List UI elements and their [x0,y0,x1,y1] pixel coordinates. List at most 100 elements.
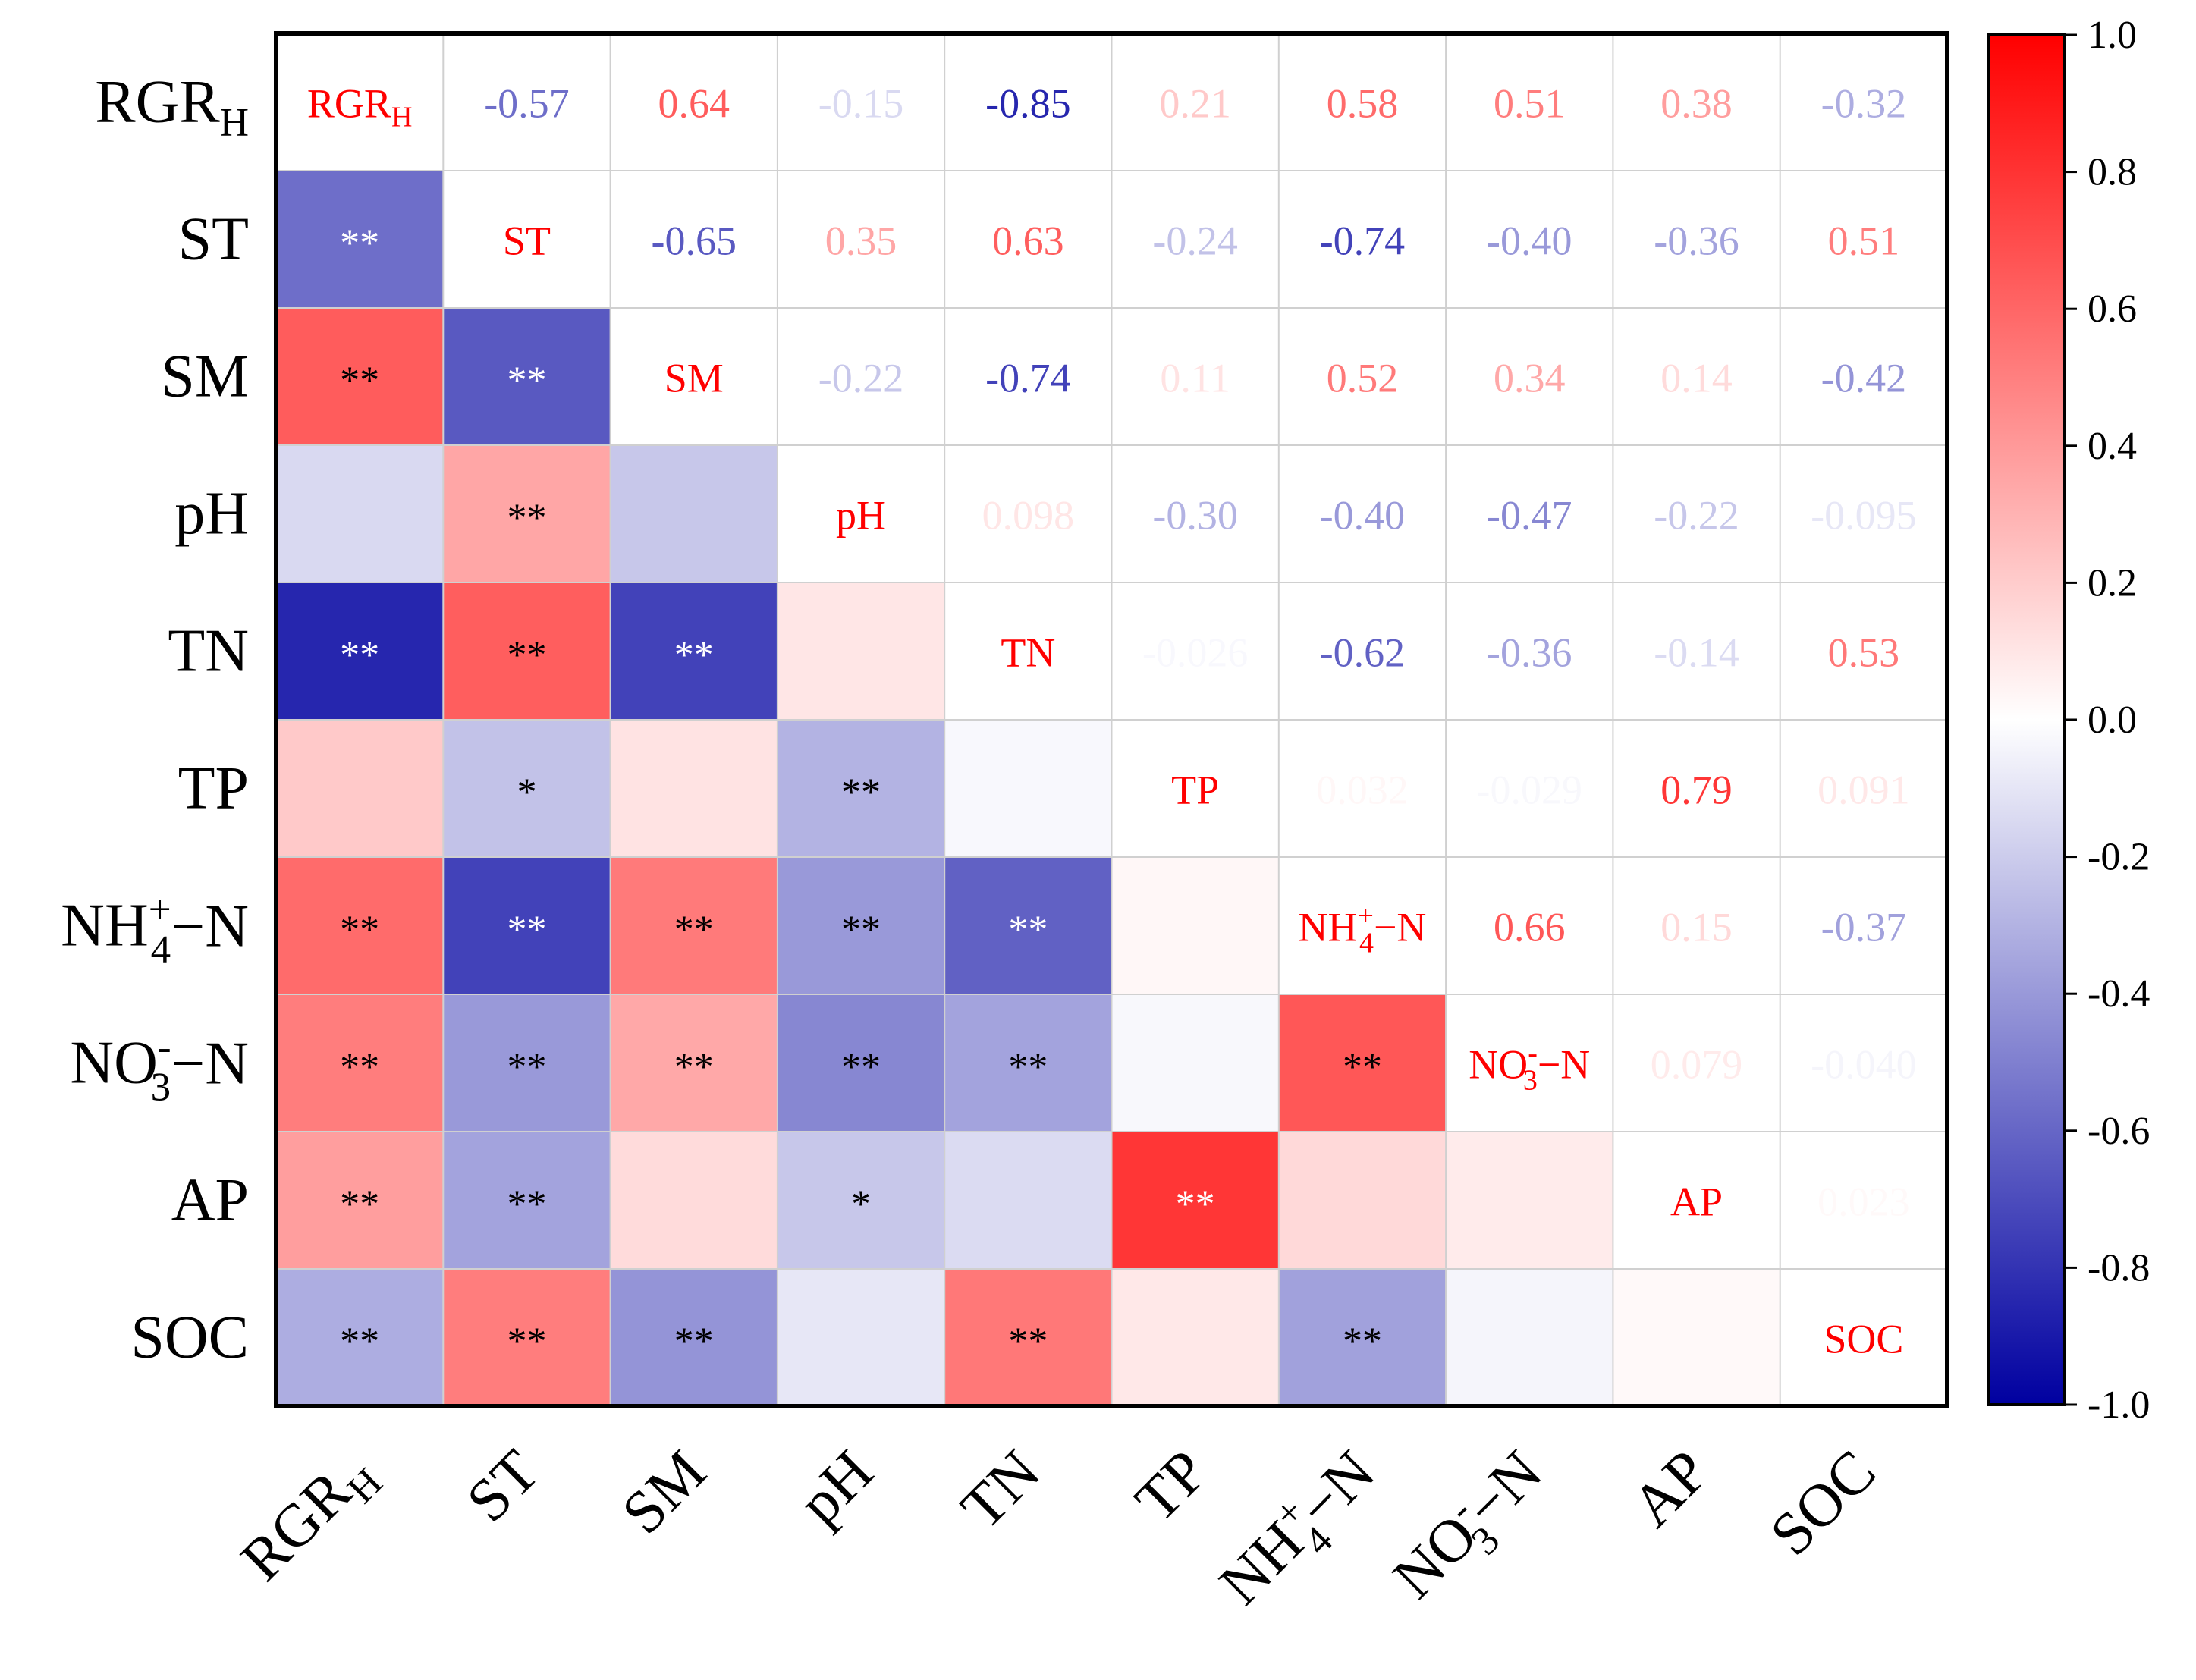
correlation-value: -0.37 [1821,905,1906,950]
correlation-value: 0.52 [1327,356,1399,401]
heatmap-cell-r0-c1 [443,33,611,171]
column-label: TN [948,1438,1053,1543]
correlation-value: 0.51 [1494,81,1566,127]
heatmap-cell-r8-c5 [1111,1132,1280,1270]
heatmap-cell-r9-c6 [1278,1269,1447,1407]
row-label: SOC [130,1305,249,1371]
heatmap-cell-r8-c7 [1446,1132,1613,1270]
colorbar: 1.0 0.8 0.6 0.4 0.2 0.0 -0.2 -0.4 -0.6 -0.8 -1.0 [1987,14,2150,1427]
diagonal-label: NO-3−N [1469,1038,1590,1097]
heatmap-cell-r6-c0 [276,857,444,995]
colorbar-tick-label: 0.2 [2088,561,2137,604]
significance-mark: ** [340,1320,379,1364]
row-label: TP [178,755,249,822]
correlation-value: -0.15 [818,81,903,127]
heatmap-cell-r6-c9 [1780,857,1948,995]
row-label: NO-3−N [70,1025,249,1110]
heatmap-cell-r9-c8 [1613,1269,1781,1407]
heatmap-cell-r9-c4 [944,1269,1113,1407]
colorbar-ticks: 1.0 0.8 0.6 0.4 0.2 0.0 -0.2 -0.4 -0.6 -0.8 -1.0 [2065,14,2150,1427]
column-label: NO-3−N [1378,1434,1563,1620]
colorbar-tick-label: 0.0 [2088,699,2137,742]
diagonal-label: TP [1171,768,1219,813]
heatmap-cell-r8-c8 [1613,1132,1781,1270]
significance-mark: ** [340,909,379,952]
significance-mark: ** [674,634,714,677]
heatmap-cell-r5-c5 [1111,720,1280,858]
correlation-value: 0.53 [1828,630,1900,676]
heatmap-cell-r5-c6 [1278,720,1447,858]
heatmap-cell-r6-c3 [777,857,945,995]
correlation-value: -0.026 [1142,630,1248,676]
correlation-value: -0.74 [1320,218,1405,264]
correlation-value: -0.22 [1654,493,1739,539]
heatmap-cell-r8-c3 [777,1132,945,1270]
heatmap-cell-r2-c9 [1780,308,1948,446]
correlation-value: -0.65 [652,218,737,264]
heatmap-cell-r6-c7 [1446,857,1613,995]
heatmap-cells [276,33,1948,1407]
column-label: NH+4−N [1204,1434,1396,1627]
column-label: pH [786,1438,885,1537]
correlation-value: -0.57 [484,81,569,127]
colorbar-tick-label: 0.4 [2088,425,2137,468]
correlation-value: 0.032 [1316,768,1409,813]
heatmap-cell-r1-c7 [1446,171,1613,309]
heatmap-cell-r3-c8 [1613,445,1781,583]
heatmap-cell-r5-c1 [443,720,611,858]
correlation-value: 0.66 [1494,905,1566,950]
heatmap-cell-r4-c4 [944,583,1113,721]
correlation-value: -0.22 [818,356,903,401]
significance-mark: ** [507,1046,546,1089]
heatmap-cell-r5-c7 [1446,720,1613,858]
heatmap-cell-r3-c9 [1780,445,1948,583]
row-label: ST [178,206,249,273]
correlation-value: 0.58 [1327,81,1399,127]
heatmap-cell-r8-c9 [1780,1132,1948,1270]
heatmap-cell-r4-c6 [1278,583,1447,721]
heatmap-cell-r6-c2 [610,857,778,995]
row-label: SM [161,344,249,410]
heatmap-cell-r6-c4 [944,857,1113,995]
correlation-value: -0.14 [1654,630,1739,676]
correlation-value: -0.095 [1811,493,1916,539]
significance-mark: ** [340,360,379,403]
heatmap-cell-r0-c9 [1780,33,1948,171]
column-label: RGRH [228,1438,391,1600]
heatmap-cell-r1-c0 [276,171,444,309]
heatmap-cell-r7-c2 [610,994,778,1132]
correlation-value: 0.023 [1817,1179,1910,1225]
row-label: NH+ 4−N [61,888,249,972]
row-label: AP [171,1167,249,1234]
heatmap-cell-r5-c2 [610,720,778,858]
correlation-value: -0.32 [1821,81,1906,127]
heatmap-cell-r7-c5 [1111,994,1280,1132]
heatmap-cell-r3-c1 [443,445,611,583]
heatmap-cell-r3-c3 [777,445,945,583]
diagonal-label: AP [1670,1179,1723,1225]
correlation-value: 0.079 [1651,1042,1743,1088]
correlation-value: 0.15 [1660,905,1733,950]
heatmap-cell-r0-c3 [777,33,945,171]
heatmap-cell-r8-c2 [610,1132,778,1270]
correlation-value: -0.40 [1487,218,1572,264]
heatmap-cell-r8-c0 [276,1132,444,1270]
heatmap-cell-r9-c3 [777,1269,945,1407]
diagonal-label: ST [503,218,551,264]
heatmap-cell-r4-c1 [443,583,611,721]
correlation-value: 0.64 [658,81,730,127]
heatmap-cell-r1-c6 [1278,171,1447,309]
heatmap-cell-r2-c8 [1613,308,1781,446]
colorbar-gradient [1987,33,2066,1406]
significance-mark: ** [507,634,546,677]
significance-mark: ** [674,1046,714,1089]
significance-mark: ** [1008,1046,1048,1089]
significance-mark: ** [841,1046,881,1089]
colorbar-tick-label: 0.8 [2088,151,2137,194]
column-label: SOC [1758,1438,1888,1569]
heatmap-cell-r7-c0 [276,994,444,1132]
diagonal-label: NH+ 4−N [1299,900,1427,959]
row-label: pH [174,481,249,548]
significance-mark: * [851,1183,871,1226]
